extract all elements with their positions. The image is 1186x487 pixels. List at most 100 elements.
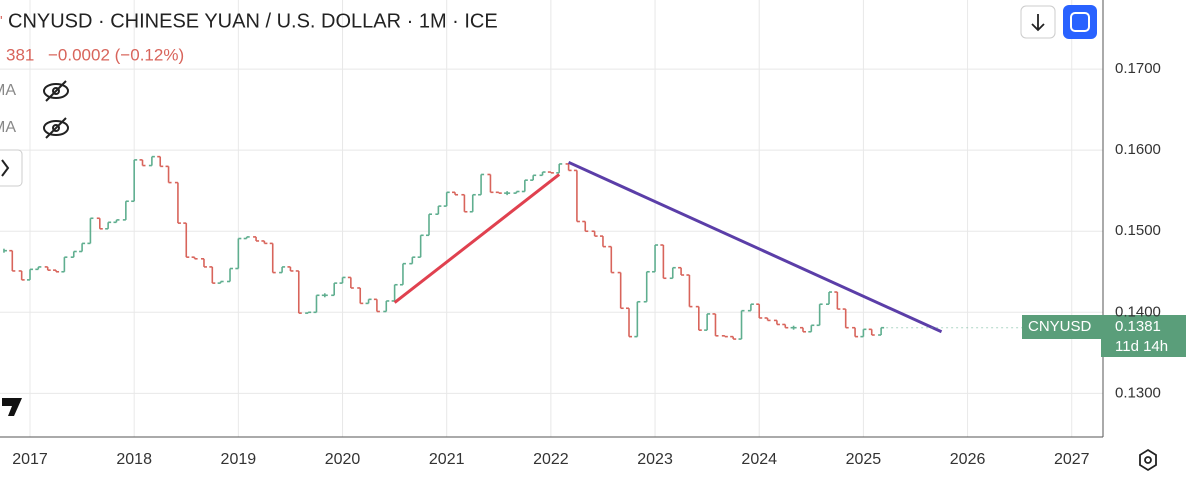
ohlc-bar bbox=[305, 311, 312, 314]
bars bbox=[3, 155, 1103, 340]
ohlc-bar bbox=[730, 335, 737, 340]
trend-line bbox=[393, 173, 561, 304]
ohlc-bar bbox=[18, 270, 25, 281]
fullscreen-icon bbox=[1070, 12, 1090, 32]
ohlc-bar bbox=[513, 190, 520, 194]
collapse-button[interactable] bbox=[0, 149, 23, 187]
ohlc-bar bbox=[313, 294, 320, 314]
ohlc-bar bbox=[417, 234, 424, 258]
hide-icon[interactable] bbox=[43, 117, 69, 139]
hide-icon[interactable] bbox=[43, 80, 69, 102]
ohlc-bar bbox=[253, 236, 260, 242]
ohlc-bar bbox=[331, 282, 338, 297]
ohlc-bar bbox=[842, 308, 849, 329]
ohlc-bar bbox=[113, 219, 120, 224]
ohlc-bar bbox=[9, 249, 16, 272]
ohlc-bar bbox=[3, 248, 7, 253]
indicator[interactable]: MA bbox=[0, 119, 16, 136]
ohlc-bar bbox=[209, 266, 216, 284]
y-tick-label: 0.1700 bbox=[1115, 60, 1161, 77]
ohlc-bar bbox=[391, 283, 398, 302]
ohlc-bar bbox=[183, 222, 190, 258]
ohlc-bar bbox=[860, 328, 867, 338]
ohlc-bar bbox=[131, 159, 138, 203]
x-tick-label: 2020 bbox=[325, 451, 361, 468]
x-tick-label: 2017 bbox=[12, 451, 48, 468]
chevron bbox=[1, 159, 10, 177]
logo bbox=[2, 398, 22, 416]
ohlc-bar bbox=[87, 217, 94, 245]
ohlc-bar bbox=[826, 291, 833, 305]
ohlc-bar bbox=[61, 256, 68, 273]
y-tick-label: 0.1400 bbox=[1115, 303, 1161, 320]
arrow-icon bbox=[1031, 14, 1045, 32]
ohlc-bar bbox=[365, 298, 372, 305]
y-tick-label: 0.1600 bbox=[1115, 141, 1161, 158]
ohlc-bar bbox=[165, 165, 172, 184]
chart-title: CNYUSD · CHINESE YUAN / U.S. DOLLAR · 1M… bbox=[8, 10, 498, 32]
ohlc-bar bbox=[695, 305, 702, 331]
fullscreen-button[interactable] bbox=[1063, 5, 1097, 39]
ohlc-bar bbox=[773, 319, 780, 326]
ohlc-bar bbox=[452, 191, 459, 196]
ohlc-bar bbox=[35, 266, 42, 271]
ohlc-bar bbox=[634, 300, 641, 338]
ohlc-bar bbox=[521, 179, 528, 193]
x-tick-label: 2027 bbox=[1054, 451, 1090, 468]
ohlc-bar bbox=[626, 307, 633, 338]
ohlc-bar bbox=[816, 303, 823, 327]
ohlc-bar bbox=[191, 256, 198, 260]
x-tick-label: 2022 bbox=[533, 451, 569, 468]
x-tick-label: 2018 bbox=[116, 451, 152, 468]
ohlc-bar bbox=[495, 191, 502, 194]
ohlc-bar bbox=[704, 313, 711, 331]
ohlc-bar bbox=[321, 293, 328, 298]
ohlc-bar bbox=[44, 266, 51, 271]
ohlc-bar bbox=[504, 191, 511, 196]
ohlc-bar bbox=[227, 267, 234, 283]
settings-icon[interactable] bbox=[1139, 448, 1157, 472]
ohlc-bar bbox=[582, 220, 589, 233]
ohlc-bar bbox=[747, 303, 754, 312]
ohlc-bar bbox=[261, 240, 268, 245]
ohlc-bar bbox=[790, 325, 797, 330]
ohlc-bar bbox=[157, 155, 164, 168]
ohlc-bar bbox=[243, 236, 250, 240]
ohlc-bar bbox=[139, 159, 146, 167]
indicator[interactable]: MA bbox=[0, 82, 16, 99]
ohlc-bar bbox=[547, 171, 554, 174]
ohlc-bar bbox=[373, 298, 380, 313]
ohlc-bar bbox=[70, 250, 77, 258]
y-tick-label: 0.1500 bbox=[1115, 222, 1161, 239]
x-tick-label: 2026 bbox=[950, 451, 986, 468]
y-tick-label: 0.1300 bbox=[1115, 384, 1161, 401]
ohlc-bar bbox=[122, 200, 129, 221]
ohlc-bar bbox=[105, 221, 112, 230]
ohlc-bar bbox=[573, 169, 580, 223]
ohlc-bar bbox=[478, 173, 485, 196]
x-tick-label: 2023 bbox=[637, 451, 673, 468]
x-tick-label: 2021 bbox=[429, 451, 465, 468]
ohlc-bar bbox=[443, 191, 450, 207]
ohlc-bar bbox=[383, 300, 390, 313]
ohlc-bar bbox=[530, 174, 537, 181]
ohlc-bar bbox=[738, 309, 745, 340]
ohlc-bar bbox=[79, 242, 86, 253]
x-tick-label: 2025 bbox=[846, 451, 882, 468]
ohlc-bar bbox=[808, 324, 815, 333]
x-tick-label: 2024 bbox=[741, 451, 777, 468]
ohlc-bar bbox=[469, 193, 476, 213]
price-label bbox=[1101, 315, 1186, 357]
ohlc-bar bbox=[678, 266, 685, 276]
ohlc-bar bbox=[200, 257, 207, 268]
ohlc-bar bbox=[487, 173, 494, 194]
ohlc-bar bbox=[295, 270, 302, 314]
last-value: 0.1381 bbox=[1115, 318, 1161, 335]
ohlc-bar bbox=[686, 274, 693, 308]
ohlc-bar bbox=[96, 217, 103, 230]
flag: ' bbox=[0, 13, 3, 29]
ohlc-bar bbox=[617, 271, 624, 310]
ohlc-bar bbox=[799, 326, 806, 333]
ohlc-bar bbox=[269, 242, 276, 274]
ohlc-bar bbox=[868, 328, 875, 336]
